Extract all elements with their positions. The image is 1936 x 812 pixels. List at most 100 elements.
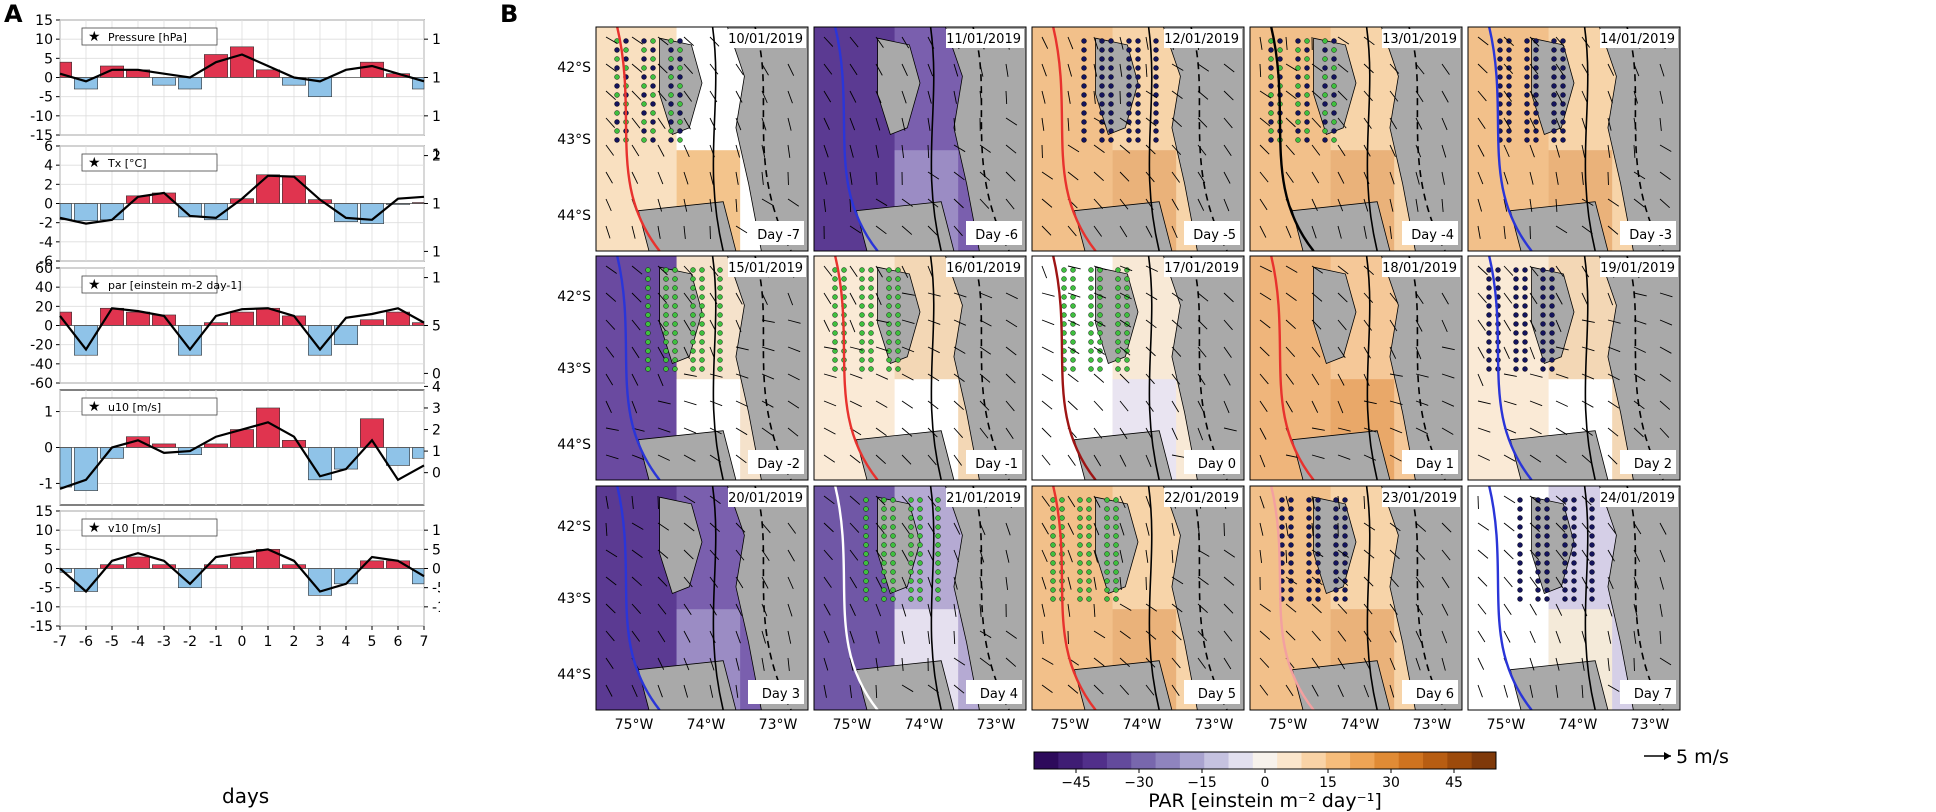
contour-line-dashed <box>754 256 792 480</box>
panel-b: B 10/01/2019 Day -7 11/01/2019 Day -6 12/01/… <box>496 0 1936 812</box>
sample-dot <box>690 321 696 327</box>
wind-arrow <box>1093 346 1105 355</box>
wind-arrow <box>1389 400 1403 406</box>
wind-arrow <box>1389 684 1395 698</box>
sample-dot <box>1315 569 1321 575</box>
wind-arrow <box>1041 684 1053 694</box>
wind-arrow <box>1223 549 1236 558</box>
wind-arrow <box>605 36 618 44</box>
wind-arrow <box>1005 117 1018 126</box>
sample-dot <box>868 303 874 309</box>
wind-arrow <box>953 400 964 411</box>
wind-arrow <box>849 630 855 644</box>
wind-arrow <box>1119 265 1133 272</box>
wind-arrow <box>901 63 908 76</box>
sample-dot <box>908 542 914 548</box>
wind-arrow <box>605 454 619 460</box>
wind-arrow <box>1259 117 1271 127</box>
wind-arrow <box>1067 522 1075 535</box>
star-icon: ★ <box>88 29 101 45</box>
sample-dot <box>690 357 696 363</box>
sample-dot <box>699 285 705 291</box>
sample-dot <box>1331 47 1337 53</box>
tile-frame <box>813 255 1027 481</box>
wind-arrow <box>1093 90 1096 104</box>
wind-arrow <box>657 454 670 461</box>
sample-dot <box>890 497 896 503</box>
sample-dot <box>1306 533 1312 539</box>
wind-arrow <box>1311 657 1320 669</box>
sample-dot <box>1544 551 1550 557</box>
colorbar-swatch <box>1423 752 1448 769</box>
wind-arrow <box>1363 400 1377 405</box>
sample-dot <box>868 366 874 372</box>
sample-dot <box>1124 276 1130 282</box>
sample-dot <box>1331 56 1337 62</box>
panel-b-label: B <box>500 0 519 28</box>
sample-dot <box>641 38 647 44</box>
wind-arrow <box>1311 454 1325 460</box>
sample-dot <box>895 276 901 282</box>
sample-dot <box>1551 56 1557 62</box>
sample-dot <box>699 357 705 363</box>
wind-arrow <box>1529 630 1536 644</box>
wind-arrow <box>631 630 641 642</box>
wind-arrow <box>1633 198 1645 208</box>
wind-arrow <box>1633 522 1642 535</box>
wind-arrow <box>927 373 940 382</box>
wind-arrow <box>875 144 879 158</box>
wind-arrow <box>735 225 748 234</box>
wind-arrow <box>683 522 695 532</box>
wind-arrow <box>1285 265 1298 273</box>
wind-arrow <box>1093 144 1105 154</box>
sample-dot <box>1050 551 1056 557</box>
wind-arrow <box>1041 576 1047 590</box>
sample-dot <box>863 506 869 512</box>
wind-arrow <box>1285 549 1288 564</box>
land-mainland <box>727 486 808 710</box>
wind-arrow <box>1145 225 1153 238</box>
sample-dot <box>1295 119 1301 125</box>
sample-dot <box>1108 74 1114 80</box>
sample-dot <box>1551 101 1557 107</box>
sample-dot <box>886 312 892 318</box>
wind-arrow <box>1363 373 1370 387</box>
wind-arrow <box>1119 373 1130 384</box>
wind-arrow <box>1477 576 1488 587</box>
wind-arrow <box>1119 657 1130 668</box>
sample-dot <box>1099 137 1105 143</box>
sample-dot <box>1544 596 1550 602</box>
land-archipelago <box>1073 660 1173 710</box>
tile-frame <box>1031 255 1245 481</box>
wind-arrow <box>901 495 911 507</box>
wind-arrow <box>875 36 884 48</box>
wind-arrow <box>1145 144 1156 155</box>
sample-dot <box>1113 560 1119 566</box>
wind-arrow <box>735 400 748 407</box>
wind-arrow <box>735 90 743 103</box>
wind-arrow <box>1503 265 1514 276</box>
wind-arrow <box>683 36 694 47</box>
wind-arrow <box>631 576 642 587</box>
wind-arrow <box>1311 400 1319 413</box>
wind-arrow <box>823 630 830 644</box>
wind-arrow <box>1503 36 1514 47</box>
wind-arrow <box>979 292 993 299</box>
wind-arrow <box>683 603 692 616</box>
colorbar-label: PAR [einstein m⁻² day⁻¹] <box>1148 790 1382 812</box>
lat-label: 43°S <box>557 361 591 377</box>
wind-arrow <box>953 427 964 438</box>
sample-dot <box>1522 294 1528 300</box>
wind-arrow <box>1555 549 1565 561</box>
wind-arrow <box>1441 400 1455 407</box>
wind-arrow <box>953 657 966 666</box>
sample-dot <box>645 312 651 318</box>
wind-arrow <box>631 117 641 129</box>
wind-arrow <box>1041 400 1053 410</box>
wind-arrow <box>735 63 744 76</box>
sample-dot <box>645 276 651 282</box>
sample-dot <box>1115 276 1121 282</box>
wind-arrow <box>657 292 667 304</box>
wind-arrow <box>631 346 640 359</box>
sample-dot <box>1295 74 1301 80</box>
